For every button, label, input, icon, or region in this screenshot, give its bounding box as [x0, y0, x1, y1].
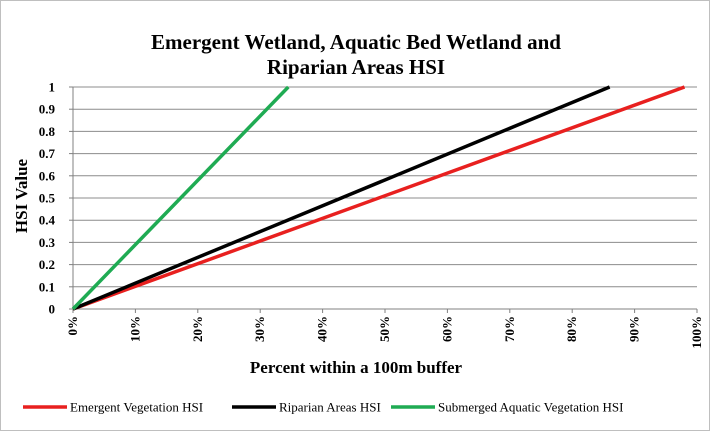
- x-axis-title: Percent within a 100m buffer: [250, 358, 463, 377]
- y-tick-label: 0.4: [39, 213, 56, 228]
- x-tick-label: 20%: [190, 316, 205, 342]
- x-tick-label: 70%: [502, 316, 517, 342]
- y-tick-label: 0.1: [39, 279, 55, 294]
- chart-title-line-2: Riparian Areas HSI: [267, 55, 445, 79]
- series-lines: [71, 85, 686, 311]
- x-tick-label: 80%: [564, 316, 579, 342]
- y-tick-label: 1: [49, 80, 56, 95]
- y-axis-title: HSI Value: [12, 158, 31, 233]
- series-line: [72, 85, 686, 311]
- legend-label: Emergent Vegetation HSI: [70, 400, 203, 415]
- y-tick-label: 0.2: [39, 257, 55, 272]
- x-tick-label: 0%: [65, 316, 80, 336]
- legend-label: Riparian Areas HSI: [279, 400, 381, 415]
- x-tick-label: 10%: [127, 316, 142, 342]
- axes: [69, 86, 698, 313]
- x-tick-label: 100%: [689, 316, 704, 349]
- y-tick-labels: 0 0.1 0.2 0.3 0.4 0.5 0.6 0.7 0.8 0.9 1: [39, 80, 56, 317]
- x-tick-label: 60%: [439, 316, 454, 342]
- x-tick-labels: 0% 10% 20% 30% 40% 50% 60% 70% 80% 90% 100%: [65, 316, 704, 349]
- y-tick-label: 0.6: [39, 168, 56, 183]
- x-tick-label: 50%: [377, 316, 392, 342]
- x-tick-label: 40%: [315, 316, 330, 342]
- y-tick-label: 0: [49, 302, 56, 317]
- y-tick-label: 0.9: [39, 102, 56, 117]
- series-line: [71, 85, 290, 311]
- chart-title-line-1: Emergent Wetland, Aquatic Bed Wetland an…: [151, 30, 561, 54]
- legend-label: Submerged Aquatic Vegetation HSI: [438, 400, 623, 415]
- legend: Emergent Vegetation HSI Riparian Areas HS…: [23, 400, 623, 415]
- y-tick-label: 0.8: [39, 124, 56, 139]
- y-tick-label: 0.3: [39, 235, 56, 250]
- x-tick-label: 90%: [627, 316, 642, 342]
- x-tick-label: 30%: [252, 316, 267, 342]
- y-tick-label: 0.5: [39, 191, 56, 206]
- y-tick-label: 0.7: [39, 146, 56, 161]
- series-line: [72, 85, 611, 311]
